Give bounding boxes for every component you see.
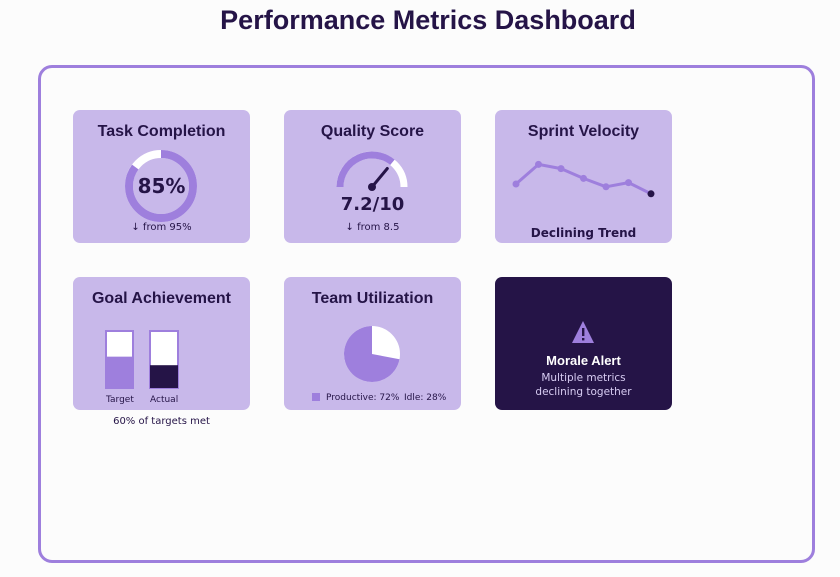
velocity-point bbox=[647, 190, 655, 198]
task-completion-value: 85% bbox=[137, 174, 186, 198]
alert-line-2: declining together bbox=[535, 386, 632, 398]
donut-chart bbox=[125, 150, 197, 222]
task-completion-delta: ↓ from 95% bbox=[131, 222, 192, 233]
goal-note: 60% of targets met bbox=[113, 416, 210, 427]
legend-idle: Idle: 28% bbox=[404, 393, 447, 403]
gauge-chart bbox=[336, 151, 408, 191]
velocity-point bbox=[602, 183, 610, 191]
card-title: Sprint Velocity bbox=[527, 123, 640, 140]
legend-productive: Productive: 72% bbox=[326, 393, 400, 403]
card-title: Task Completion bbox=[97, 123, 226, 140]
target-label: Target bbox=[106, 395, 134, 405]
alert-line-1: Multiple metrics bbox=[541, 372, 626, 384]
quality-score-value: 7.2/10 bbox=[340, 194, 405, 215]
team-utilization-card: Team Utilization Productive: 72% Idle: 2… bbox=[284, 277, 461, 410]
actual-bar-fill bbox=[150, 365, 178, 388]
velocity-caption: Declining Trend bbox=[530, 226, 637, 240]
quality-score-delta: ↓ from 8.5 bbox=[345, 222, 400, 233]
velocity-point bbox=[512, 180, 520, 188]
card-title: Team Utilization bbox=[311, 290, 434, 307]
sprint-velocity-card: Sprint Velocity Declining Trend bbox=[495, 110, 672, 243]
actual-label: Actual bbox=[150, 395, 179, 405]
goal-bars bbox=[105, 330, 179, 389]
velocity-point bbox=[625, 179, 632, 187]
goal-achievement-card: Goal Achievement Target Actual bbox=[73, 277, 250, 410]
warning-triangle-icon bbox=[572, 321, 594, 343]
task-completion-card: Task Completion 85% ↓ from 95% bbox=[73, 110, 250, 243]
alert-graphic bbox=[572, 321, 594, 343]
card-title: Quality Score bbox=[320, 123, 425, 140]
quality-score-card: Quality Score 7.2/10 ↓ from 8.5 bbox=[284, 110, 461, 243]
velocity-line-chart bbox=[512, 160, 655, 198]
velocity-point bbox=[580, 174, 587, 182]
utilization-pie bbox=[312, 326, 400, 401]
pie-productive-slice bbox=[343, 326, 400, 382]
velocity-point bbox=[535, 160, 542, 168]
donut-progress bbox=[125, 150, 197, 222]
morale-alert-card: Morale Alert Multiple metrics declining … bbox=[495, 277, 672, 410]
gauge-progress bbox=[336, 151, 395, 188]
page-title: Performance Metrics Dashboard bbox=[220, 5, 636, 35]
velocity-point bbox=[557, 165, 565, 173]
card-title: Goal Achievement bbox=[91, 290, 231, 307]
alert-title: Morale Alert bbox=[546, 353, 621, 368]
gauge-hub bbox=[368, 183, 376, 191]
legend-swatch-productive bbox=[312, 393, 320, 401]
target-bar-fill bbox=[106, 356, 133, 388]
